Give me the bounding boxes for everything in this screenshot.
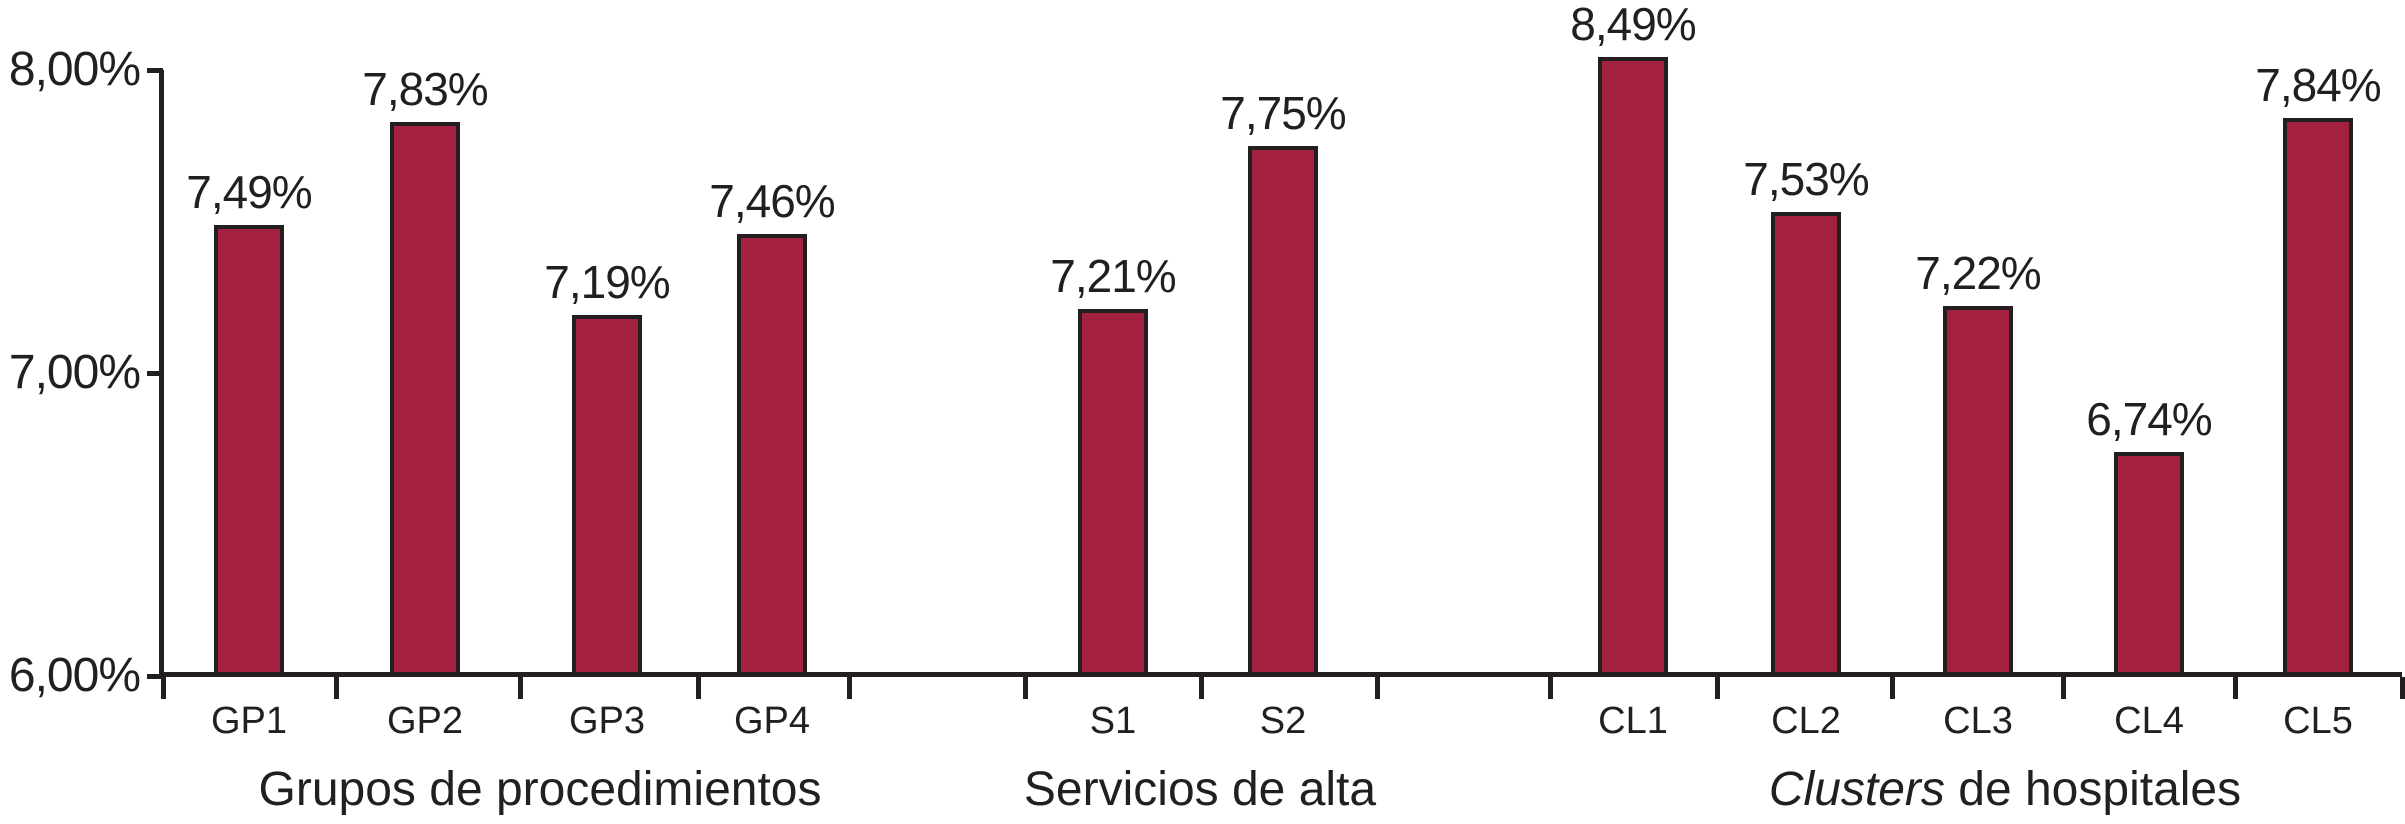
category-label-GP4: GP4 bbox=[733, 700, 811, 742]
y-axis-tick bbox=[147, 674, 163, 679]
group-label-text-part: Grupos de procedimientos bbox=[258, 763, 822, 816]
value-label-CL2: 7,53% bbox=[1743, 153, 1869, 205]
value-label-S2: 7,75% bbox=[1220, 87, 1346, 139]
y-axis-label: 8,00% bbox=[8, 43, 141, 96]
value-label-GP1: 7,49% bbox=[186, 166, 312, 218]
y-axis-label: 7,00% bbox=[8, 346, 141, 399]
x-axis-tick bbox=[2400, 677, 2405, 699]
bar-S1 bbox=[1078, 309, 1148, 676]
x-axis-tick bbox=[161, 677, 166, 699]
group-label-text-part: de hospitales bbox=[1944, 763, 2242, 816]
x-axis-tick bbox=[2061, 677, 2066, 699]
category-label-CL2: CL2 bbox=[1771, 700, 1841, 742]
bar-CL3 bbox=[1943, 306, 2013, 676]
bar-CL2 bbox=[1771, 212, 1841, 676]
value-label-CL3: 7,22% bbox=[1915, 247, 2041, 299]
group-label-servicios-de-alta: Servicios de alta bbox=[1024, 766, 1376, 814]
category-label-S2: S2 bbox=[1259, 700, 1307, 742]
category-label-GP2: GP2 bbox=[386, 700, 464, 742]
group-label-text-part: Servicios de alta bbox=[1023, 763, 1377, 816]
value-label-GP2: 7,83% bbox=[362, 63, 488, 115]
value-label-CL5: 7,84% bbox=[2255, 59, 2381, 111]
x-axis-tick bbox=[334, 677, 339, 699]
bar-CL4 bbox=[2114, 452, 2184, 676]
bar-GP1 bbox=[214, 225, 284, 676]
category-label-CL3: CL3 bbox=[1943, 700, 2013, 742]
bar-CL1 bbox=[1598, 57, 1668, 676]
x-axis-tick bbox=[1715, 677, 1720, 699]
category-label-CL5: CL5 bbox=[2283, 700, 2353, 742]
category-label-CL4: CL4 bbox=[2114, 700, 2184, 742]
x-axis-tick bbox=[1890, 677, 1895, 699]
bar-CL5 bbox=[2283, 118, 2353, 676]
bar-GP4 bbox=[737, 234, 807, 676]
value-label-CL4: 6,74% bbox=[2086, 393, 2212, 445]
x-axis-tick bbox=[1023, 677, 1028, 699]
value-label-CL1: 8,49% bbox=[1570, 0, 1696, 50]
y-axis-label: 6,00% bbox=[8, 649, 141, 702]
x-axis-tick bbox=[696, 677, 701, 699]
bar-GP3 bbox=[572, 315, 642, 676]
x-axis-line bbox=[159, 672, 2402, 677]
y-axis-tick bbox=[147, 68, 163, 73]
value-label-S1: 7,21% bbox=[1050, 250, 1176, 302]
value-label-GP4: 7,46% bbox=[709, 175, 835, 227]
x-axis-tick bbox=[2233, 677, 2238, 699]
x-axis-tick bbox=[1199, 677, 1204, 699]
x-axis-tick bbox=[518, 677, 523, 699]
category-label-CL1: CL1 bbox=[1598, 700, 1668, 742]
y-axis-tick bbox=[147, 371, 163, 376]
group-label-grupos-de-procedimientos: Grupos de procedimientos bbox=[259, 766, 822, 814]
bar-S2 bbox=[1248, 146, 1318, 676]
x-axis-tick bbox=[1548, 677, 1553, 699]
x-axis-tick bbox=[1375, 677, 1380, 699]
bar-GP2 bbox=[390, 122, 460, 676]
group-label-italic-part: Clusters bbox=[1768, 763, 1945, 816]
x-axis-tick bbox=[847, 677, 852, 699]
category-label-GP3: GP3 bbox=[568, 700, 646, 742]
category-label-GP1: GP1 bbox=[210, 700, 288, 742]
value-label-GP3: 7,19% bbox=[544, 256, 670, 308]
category-label-S1: S1 bbox=[1089, 700, 1137, 742]
group-label-clusters-de-hospitales: Clusters de hospitales bbox=[1769, 766, 2241, 814]
